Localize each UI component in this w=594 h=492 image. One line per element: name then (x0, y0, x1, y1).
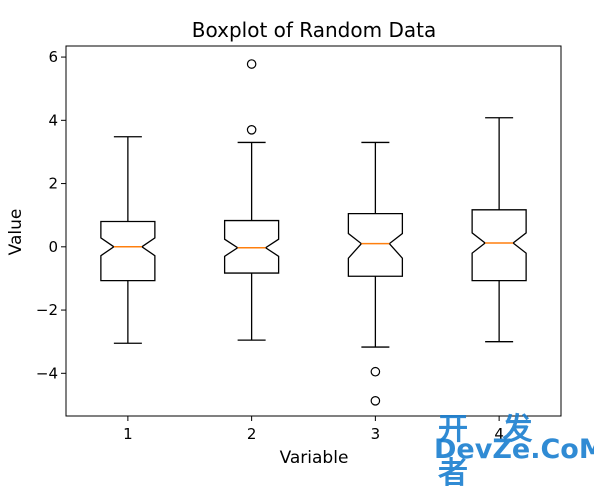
y-axis-label: Value (6, 209, 26, 256)
x-axis: 1 2 3 4 (123, 416, 504, 443)
chart-title: Boxplot of Random Data (192, 18, 436, 42)
box-4 (471, 117, 527, 343)
x-tick-label: 1 (123, 425, 133, 443)
notched-box (347, 212, 404, 277)
y-tick-label: 4 (48, 111, 58, 129)
notched-box (223, 219, 280, 274)
y-tick-label: −4 (36, 364, 58, 382)
x-tick-label: 2 (247, 425, 257, 443)
boxplot-chart: Boxplot of Random Data 6 4 2 0 −2 −4 1 2 3 4 Var… (6, 18, 562, 468)
outlier-point (370, 366, 381, 377)
y-tick-label: 2 (48, 175, 58, 193)
outlier-point (246, 59, 257, 69)
x-axis-label: Variable (280, 448, 349, 468)
box-1 (100, 136, 156, 344)
outlier-point (370, 396, 381, 406)
boxes-layer (100, 59, 527, 406)
y-tick-label: 0 (48, 238, 58, 256)
box-3 (347, 141, 404, 406)
plot-area-frame (65, 45, 562, 417)
notched-box (471, 209, 527, 282)
x-tick-label: 3 (371, 425, 381, 443)
y-tick-label: 6 (48, 48, 58, 66)
y-axis: 6 4 2 0 −2 −4 (36, 48, 66, 382)
x-tick-label: 4 (494, 425, 504, 443)
outlier-point (246, 125, 257, 135)
box-2 (223, 59, 280, 341)
y-tick-label: −2 (36, 301, 58, 319)
notched-box (100, 220, 156, 282)
